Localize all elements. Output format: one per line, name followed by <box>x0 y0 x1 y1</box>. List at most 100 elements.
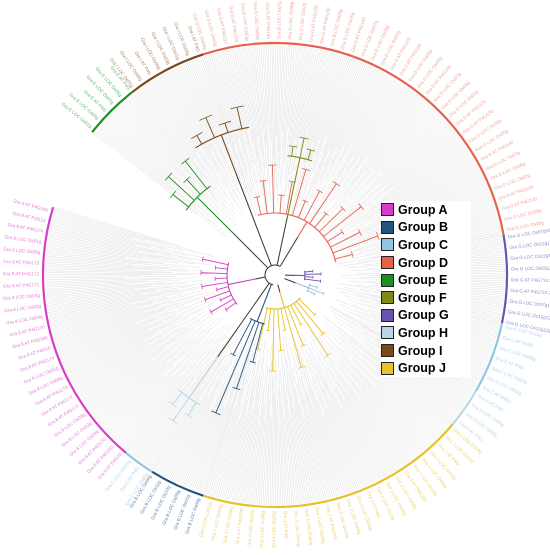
clade-node-arc-group-j <box>265 297 301 310</box>
tip-spoke-a <box>45 280 146 286</box>
tip-spoke-c <box>129 363 204 454</box>
tip-spoke-d <box>361 120 446 197</box>
tip-spoke-i <box>160 75 227 191</box>
tip-spoke-i <box>137 90 226 209</box>
tip-spoke-d <box>374 108 435 172</box>
tip-spoke-d <box>292 49 320 187</box>
sub-branch-group-f <box>291 146 294 157</box>
tip-spoke-a <box>48 232 155 253</box>
tip-spoke-j <box>235 359 261 502</box>
tip-spoke-a <box>114 364 189 441</box>
tip-spoke-d <box>354 113 440 197</box>
legend-item-group-e: Group E <box>381 271 471 289</box>
tip-spoke-e <box>127 98 230 221</box>
sub-branch-group-d <box>291 169 307 216</box>
legend-label-group-b: Group B <box>398 220 448 235</box>
tip-spoke-d <box>337 87 409 188</box>
tip-spoke-d <box>217 52 254 190</box>
tip-spoke-j <box>221 383 250 499</box>
tip-spoke-a <box>46 245 143 258</box>
tip-spoke-j <box>207 406 235 495</box>
legend-label-group-f: Group F <box>398 290 447 305</box>
tip-spoke-a <box>126 322 236 452</box>
tip-spoke-j <box>330 401 368 486</box>
tip-label-group-g: Gra G AT P4G714 229.307 <box>511 277 550 283</box>
tip-spoke-a <box>50 290 204 324</box>
tip-spoke-d <box>288 46 304 159</box>
tip-spoke-d <box>328 128 453 232</box>
tip-spoke-e <box>104 120 183 192</box>
tip-label-group-d: Gra D LOC Os08g <box>441 80 472 110</box>
tip-spoke-b <box>196 387 235 492</box>
sub-branch-group-d <box>303 190 321 221</box>
sub-branch-group-b <box>252 323 264 363</box>
tip-spoke-d <box>224 50 244 133</box>
tip-spoke-j <box>317 325 424 452</box>
tip-spoke-a <box>103 340 203 429</box>
tip-spoke-a <box>45 283 130 290</box>
tip-spoke-j <box>244 355 265 504</box>
tip-spoke-a <box>45 265 189 272</box>
tip-spoke-a <box>70 326 176 381</box>
tip-spoke-d <box>327 112 438 223</box>
tip-spoke-d <box>312 53 339 144</box>
tip-spoke-i <box>158 76 200 145</box>
tip-spoke-i <box>140 88 237 221</box>
tip-spoke-a <box>45 272 157 274</box>
sub-branch-group-e <box>168 176 195 201</box>
tip-spoke-c <box>149 389 202 469</box>
legend-swatch-a <box>381 203 394 217</box>
tip-label-group-j: Gra J LOC Os11g <box>293 510 301 547</box>
clade-stem-group-h <box>188 356 219 399</box>
tip-spoke-a <box>82 319 208 401</box>
legend-item-group-b: Group B <box>381 219 471 237</box>
tip-spoke-d <box>273 45 275 211</box>
tip-spoke-e <box>93 133 227 238</box>
tip-spoke-d <box>255 45 263 131</box>
tip-spoke-d <box>280 45 293 201</box>
tip-label-group-j: Gra J LOC Os08g <box>222 506 234 543</box>
sub-node-arc-group-a <box>215 287 218 292</box>
sub-node-arc-group-c <box>322 291 325 296</box>
tip-spoke-j <box>294 388 314 502</box>
tip-spoke-j <box>297 355 337 497</box>
tip-spoke-d <box>249 46 262 152</box>
tip-spoke-j <box>302 397 327 500</box>
tip-spoke-j <box>307 358 358 490</box>
tip-spoke-j <box>295 361 329 499</box>
sub-node-arc-group-b <box>232 386 241 391</box>
tip-spoke-d <box>381 114 441 172</box>
tip-spoke-d <box>331 69 380 164</box>
tip-spoke-d <box>242 47 267 210</box>
tip-spoke-a <box>99 352 185 425</box>
sub-branch-group-c <box>309 284 318 288</box>
tip-spoke-i <box>134 92 215 197</box>
sub-branch-group-a <box>215 267 228 270</box>
tip-spoke-d <box>279 45 285 169</box>
tip-label-group-g: Gra G AT P4G715 220.290 <box>510 288 550 297</box>
root-branch-group-e <box>232 232 269 269</box>
tip-spoke-a <box>48 298 147 317</box>
tip-spoke-a <box>110 377 172 437</box>
tip-label-group-d: Gra D LOC Os08g <box>287 1 294 39</box>
tip-spoke-a <box>56 305 186 349</box>
tip-spoke-j <box>316 400 348 494</box>
sub-branch-group-d <box>314 213 327 228</box>
tip-spoke-a <box>45 255 184 268</box>
sub-branch-group-d <box>330 231 361 248</box>
tip-spoke-a <box>46 288 135 299</box>
sub-node-arc-group-b <box>230 352 236 357</box>
tip-spoke-j <box>281 404 287 505</box>
tip-spoke-a <box>59 319 157 356</box>
tip-spoke-d <box>284 46 298 180</box>
tip-spoke-d <box>379 124 450 185</box>
tip-label-group-a: Gra 8 LOC Os03g <box>3 293 41 301</box>
sub-branch-group-d <box>279 195 282 214</box>
tip-spoke-j <box>273 393 275 505</box>
tip-spoke-j <box>335 387 385 478</box>
tip-spoke-a <box>79 328 189 397</box>
tip-spoke-d <box>228 49 249 148</box>
tip-spoke-j <box>222 348 259 500</box>
tip-spoke-a <box>67 309 203 374</box>
